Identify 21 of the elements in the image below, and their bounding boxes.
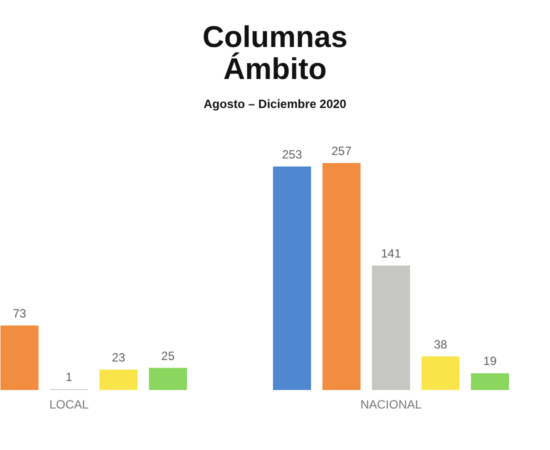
- data-label: 73: [12, 306, 27, 321]
- data-label: 19: [483, 354, 497, 368]
- bar: [421, 356, 460, 390]
- data-label: 25: [161, 348, 175, 363]
- chart-title: Columnas Ámbito: [201, 21, 349, 86]
- data-label: 257: [331, 144, 352, 158]
- data-label: 1: [66, 370, 73, 384]
- bar: [372, 265, 410, 390]
- data-label: 23: [112, 350, 126, 365]
- data-label: 141: [380, 246, 402, 260]
- data-label: 253: [282, 148, 302, 162]
- chart-subtitle: Agosto – Diciembre 2020: [202, 97, 348, 111]
- bar: [99, 370, 138, 390]
- bar: [148, 368, 188, 390]
- data-label: 38: [434, 337, 448, 352]
- bar: [0, 326, 39, 390]
- bar: [322, 163, 361, 390]
- x-tick-label: NACIONAL: [360, 398, 422, 412]
- bar: [470, 373, 510, 390]
- bar: [272, 166, 312, 390]
- x-tick-label: LOCAL: [49, 398, 89, 412]
